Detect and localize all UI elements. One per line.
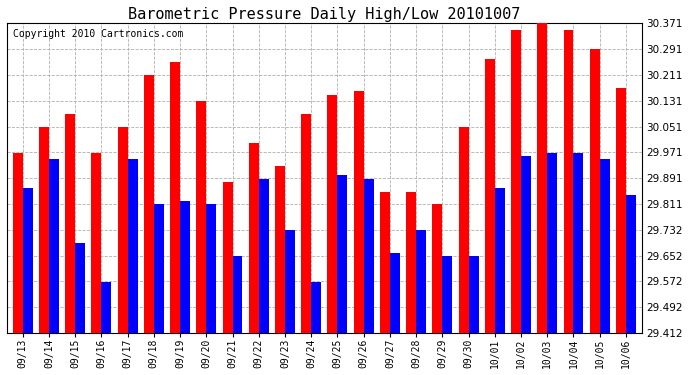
Bar — [511, 30, 521, 333]
Bar — [600, 159, 610, 333]
Bar — [180, 201, 190, 333]
Bar — [354, 92, 364, 333]
Bar — [406, 192, 416, 333]
Bar — [285, 230, 295, 333]
Bar — [495, 188, 505, 333]
Bar — [328, 94, 337, 333]
Bar — [144, 75, 154, 333]
Bar — [442, 256, 453, 333]
Bar — [538, 23, 547, 333]
Bar — [416, 230, 426, 333]
Bar — [364, 178, 373, 333]
Bar — [485, 59, 495, 333]
Bar — [469, 256, 479, 333]
Bar — [65, 114, 75, 333]
Bar — [433, 204, 442, 333]
Bar — [590, 49, 600, 333]
Bar — [223, 182, 233, 333]
Bar — [380, 192, 390, 333]
Bar — [128, 159, 137, 333]
Bar — [197, 101, 206, 333]
Bar — [101, 282, 111, 333]
Bar — [49, 159, 59, 333]
Bar — [170, 62, 180, 333]
Bar — [275, 166, 285, 333]
Bar — [154, 204, 164, 333]
Bar — [233, 256, 242, 333]
Bar — [12, 153, 23, 333]
Bar — [91, 153, 101, 333]
Bar — [39, 127, 49, 333]
Bar — [259, 178, 268, 333]
Bar — [337, 176, 347, 333]
Bar — [117, 127, 128, 333]
Bar — [302, 114, 311, 333]
Bar — [206, 204, 216, 333]
Bar — [521, 156, 531, 333]
Text: Copyright 2010 Cartronics.com: Copyright 2010 Cartronics.com — [13, 29, 184, 39]
Bar — [616, 88, 626, 333]
Bar — [75, 243, 85, 333]
Bar — [249, 143, 259, 333]
Bar — [573, 153, 584, 333]
Bar — [23, 188, 32, 333]
Bar — [626, 195, 636, 333]
Bar — [547, 153, 558, 333]
Bar — [390, 253, 400, 333]
Bar — [564, 30, 573, 333]
Bar — [311, 282, 321, 333]
Bar — [459, 127, 469, 333]
Title: Barometric Pressure Daily High/Low 20101007: Barometric Pressure Daily High/Low 20101… — [128, 7, 520, 22]
